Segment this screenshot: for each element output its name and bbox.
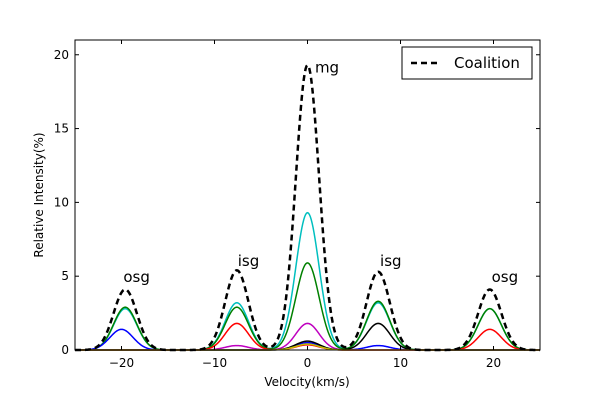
x-tick-label: −20 (109, 356, 134, 370)
ticks-group: −20 −10 0 10 20 0 5 10 15 20 (54, 40, 540, 370)
series-group (74, 63, 541, 352)
annotation-mg: mg (315, 58, 339, 76)
series-line-coalition (75, 63, 540, 352)
x-tick-label: −10 (202, 356, 227, 370)
annotation-isg: isg (380, 252, 402, 270)
y-tick-label: 5 (61, 269, 69, 283)
y-tick-label: 10 (54, 195, 69, 209)
x-tick-label: 0 (304, 356, 312, 370)
x-axis-label: Velocity(km/s) (264, 375, 349, 389)
annotation-osg: osg (123, 268, 150, 286)
legend: Coalition (401, 46, 533, 80)
plot-frame (74, 39, 541, 351)
x-tick-label: 20 (486, 356, 501, 370)
y-axis-label: Relative Intensity(%) (32, 132, 46, 257)
y-tick-label: 0 (61, 343, 69, 357)
annotations-group: osg isg mg isg osg (123, 58, 518, 286)
legend-label-coalition: Coalition (454, 54, 520, 72)
y-tick-label: 15 (54, 122, 69, 136)
x-tick-label: 10 (393, 356, 408, 370)
annotation-osg: osg (492, 268, 519, 286)
annotation-isg: isg (238, 252, 260, 270)
y-tick-label: 20 (54, 48, 69, 62)
